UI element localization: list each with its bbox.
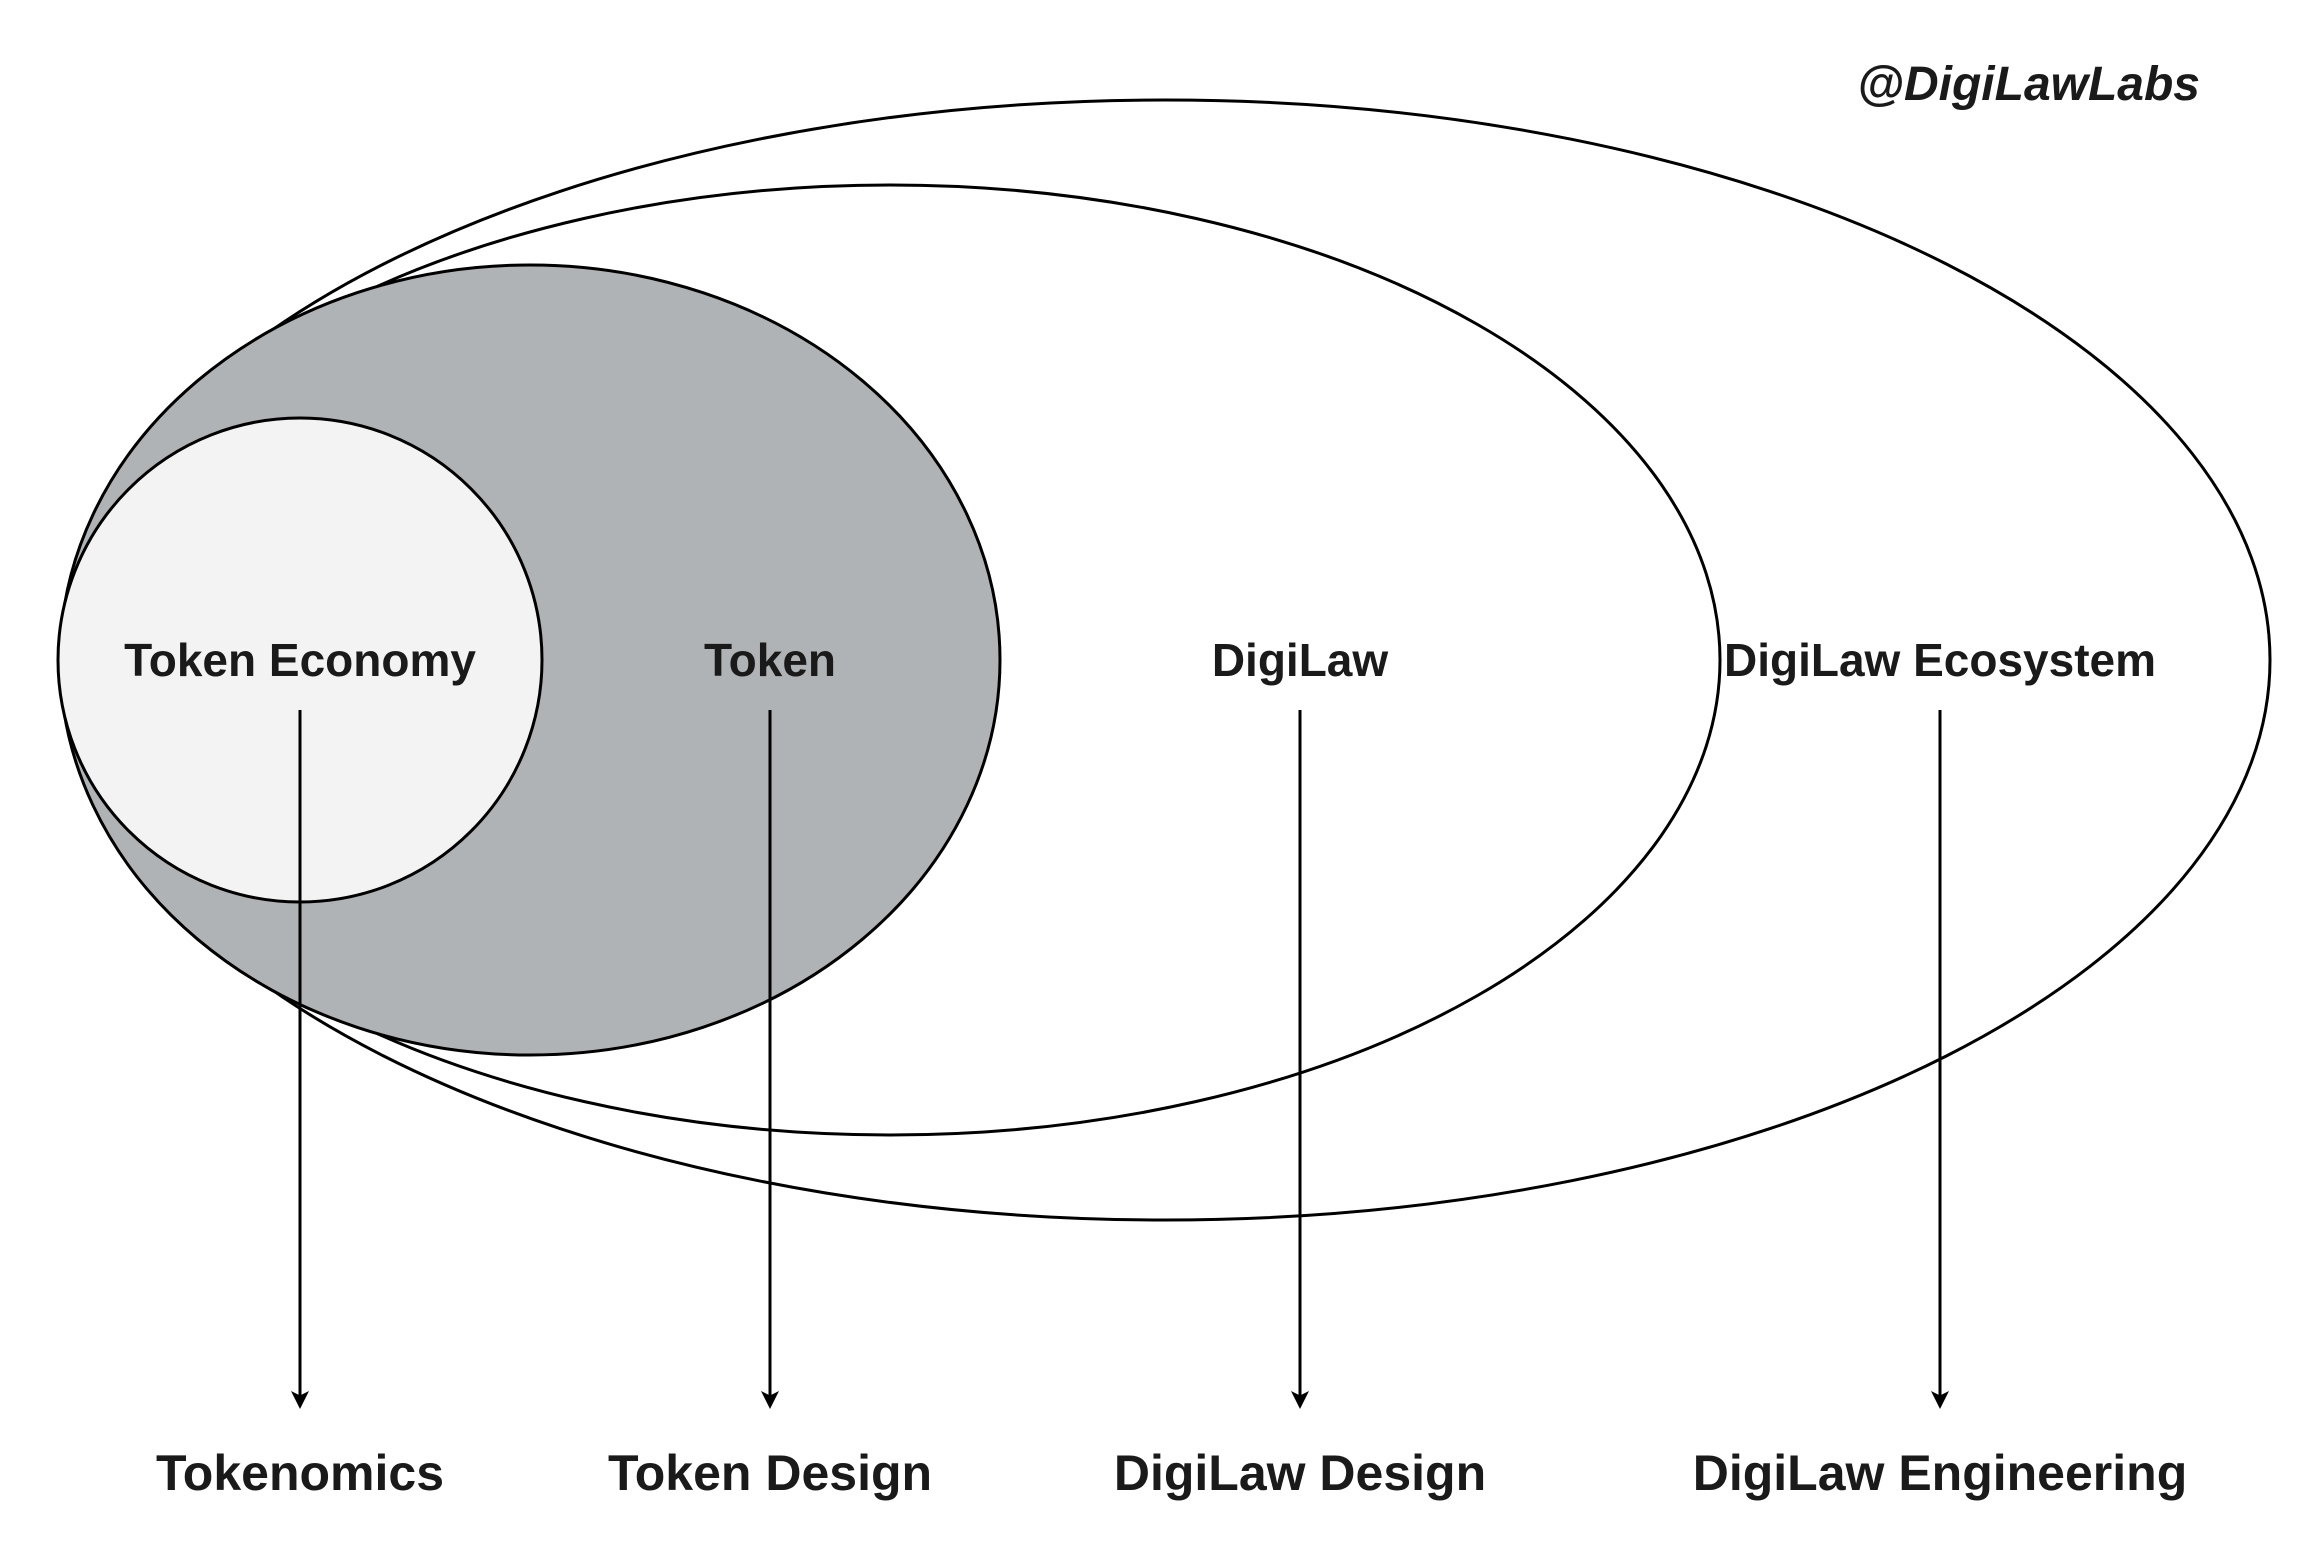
token-label: Token	[704, 634, 836, 686]
digilaw-engineering-label: DigiLaw Engineering	[1693, 1445, 2187, 1501]
digilaw-label: DigiLaw	[1212, 634, 1389, 686]
nested-ellipse-diagram: Token Economy Token DigiLaw DigiLaw Ecosyst…	[0, 0, 2320, 1554]
attribution-text: @DigiLawLabs	[1857, 58, 2200, 111]
token-economy-label: Token Economy	[124, 634, 476, 686]
ecosystem-label: DigiLaw Ecosystem	[1724, 634, 2156, 686]
digilaw-design-label: DigiLaw Design	[1114, 1445, 1486, 1501]
bottom-labels-group: Tokenomics Token Design DigiLaw Design Digi…	[156, 1445, 2187, 1501]
tokenomics-label: Tokenomics	[156, 1445, 444, 1501]
token-design-label: Token Design	[608, 1445, 932, 1501]
